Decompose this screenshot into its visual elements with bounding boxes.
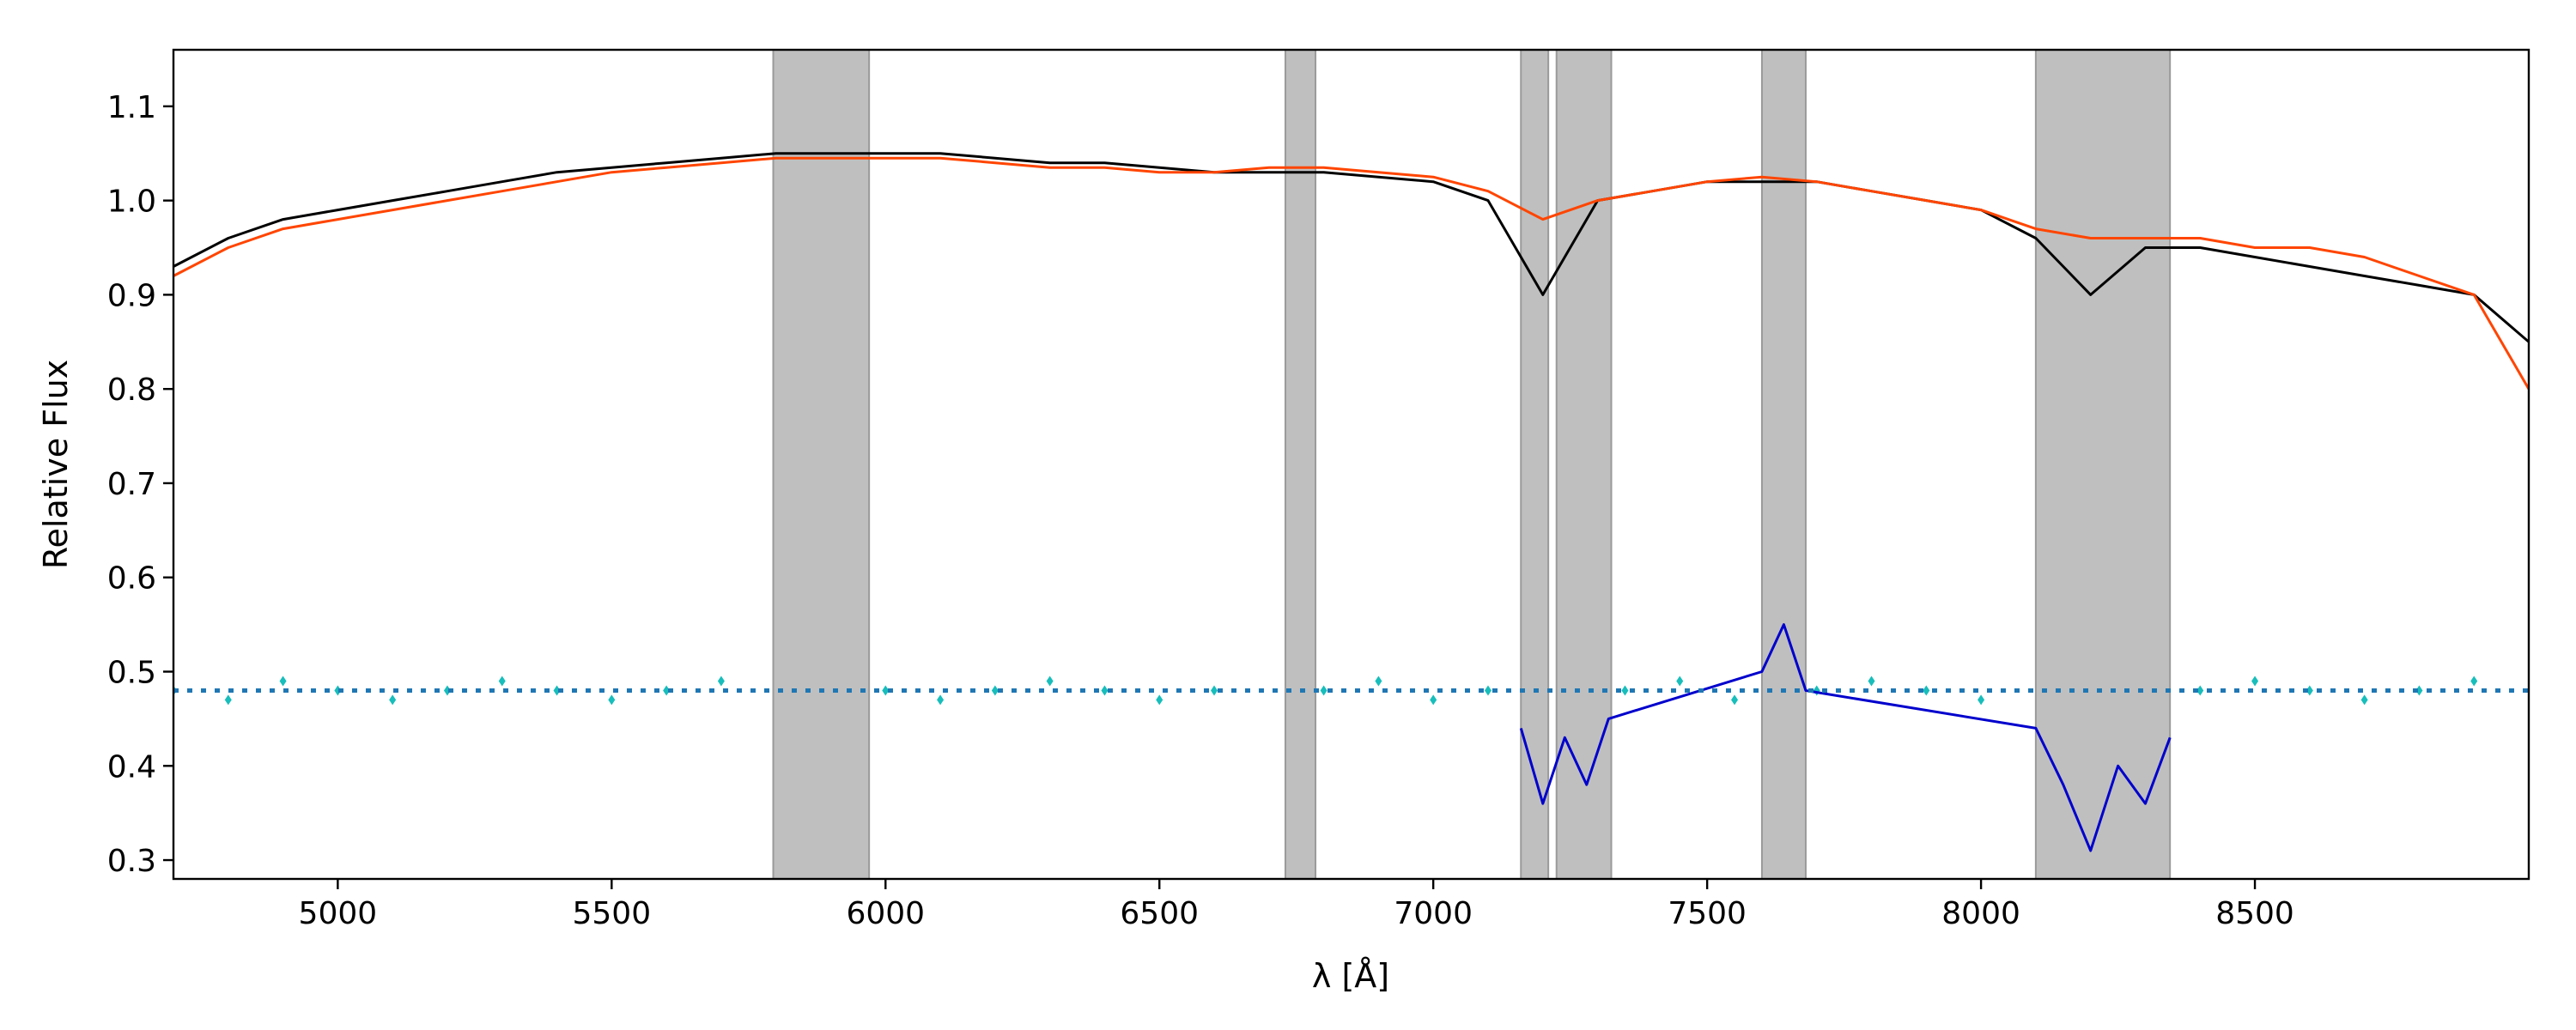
residual-point [2196,685,2204,696]
y-tick-label: 0.7 [107,467,156,502]
residual-point [1621,685,1629,696]
residual-point [2251,676,2259,687]
residual-point [717,676,725,687]
residual-point [2360,694,2368,706]
y-tick-label: 0.6 [107,561,156,597]
masked-residual-line [1519,623,2172,852]
residual-point [1868,676,1875,687]
observed-spectrum-line [173,152,2529,343]
residual-point [1430,694,1437,706]
residual-point [1923,685,1930,696]
x-axis-ticks: 5000 5500 6000 6500 7000 7500 8000 8500 [299,879,2294,931]
residual-point [498,676,506,687]
model-fit-line [173,156,2529,390]
y-tick-label: 0.9 [107,278,156,313]
masked-region [1555,50,1613,879]
y-axis-label: Relative Flux [37,360,75,569]
residual-point [1156,694,1163,706]
y-tick-label: 1.1 [107,90,156,125]
y-tick-label: 0.4 [107,749,156,785]
y-tick-label: 0.3 [107,844,156,879]
residual-point [2306,685,2313,696]
residual-point [389,694,397,706]
masked-region [1284,50,1317,879]
residual-point [334,685,342,696]
residual-point [663,685,671,696]
residual-point [1211,685,1218,696]
residual-point [1484,685,1492,696]
residual-point [1101,685,1109,696]
residual-point [1978,694,1985,706]
x-tick-label: 7500 [1668,896,1747,931]
residual-point [608,694,616,706]
residual-point [991,685,999,696]
x-tick-label: 6000 [846,896,925,931]
residual-point [443,685,451,696]
residual-point [1731,694,1739,706]
y-tick-label: 1.0 [107,185,156,220]
masked-region [1520,50,1550,879]
residual-point [1375,676,1382,687]
residual-point [1320,685,1327,696]
residual-point [224,694,232,706]
residual-point [937,694,945,706]
masked-region [1760,50,1807,879]
masked-region [772,50,871,879]
y-tick-label: 0.8 [107,373,156,408]
residual-point [279,676,287,687]
residual-point [882,685,890,696]
residual-point [1046,676,1054,687]
x-tick-label: 6500 [1120,896,1199,931]
masked-region [2034,50,2172,879]
plot-frame [172,48,2530,881]
x-tick-label: 8000 [1941,896,2020,931]
x-axis-label: λ [Å] [1312,957,1389,995]
residual-point [2415,685,2423,696]
spectrum-series [173,152,2529,852]
residual-point [2470,676,2478,687]
residual-point [1676,676,1684,687]
x-tick-label: 8500 [2215,896,2294,931]
x-tick-label: 5500 [573,896,652,931]
residual-point [553,685,561,696]
y-tick-label: 0.5 [107,656,156,691]
x-tick-label: 7000 [1394,896,1473,931]
x-tick-label: 5000 [299,896,378,931]
y-axis-ticks: 0.3 0.4 0.5 0.6 0.7 0.8 0.9 1.0 1.1 [107,90,173,879]
